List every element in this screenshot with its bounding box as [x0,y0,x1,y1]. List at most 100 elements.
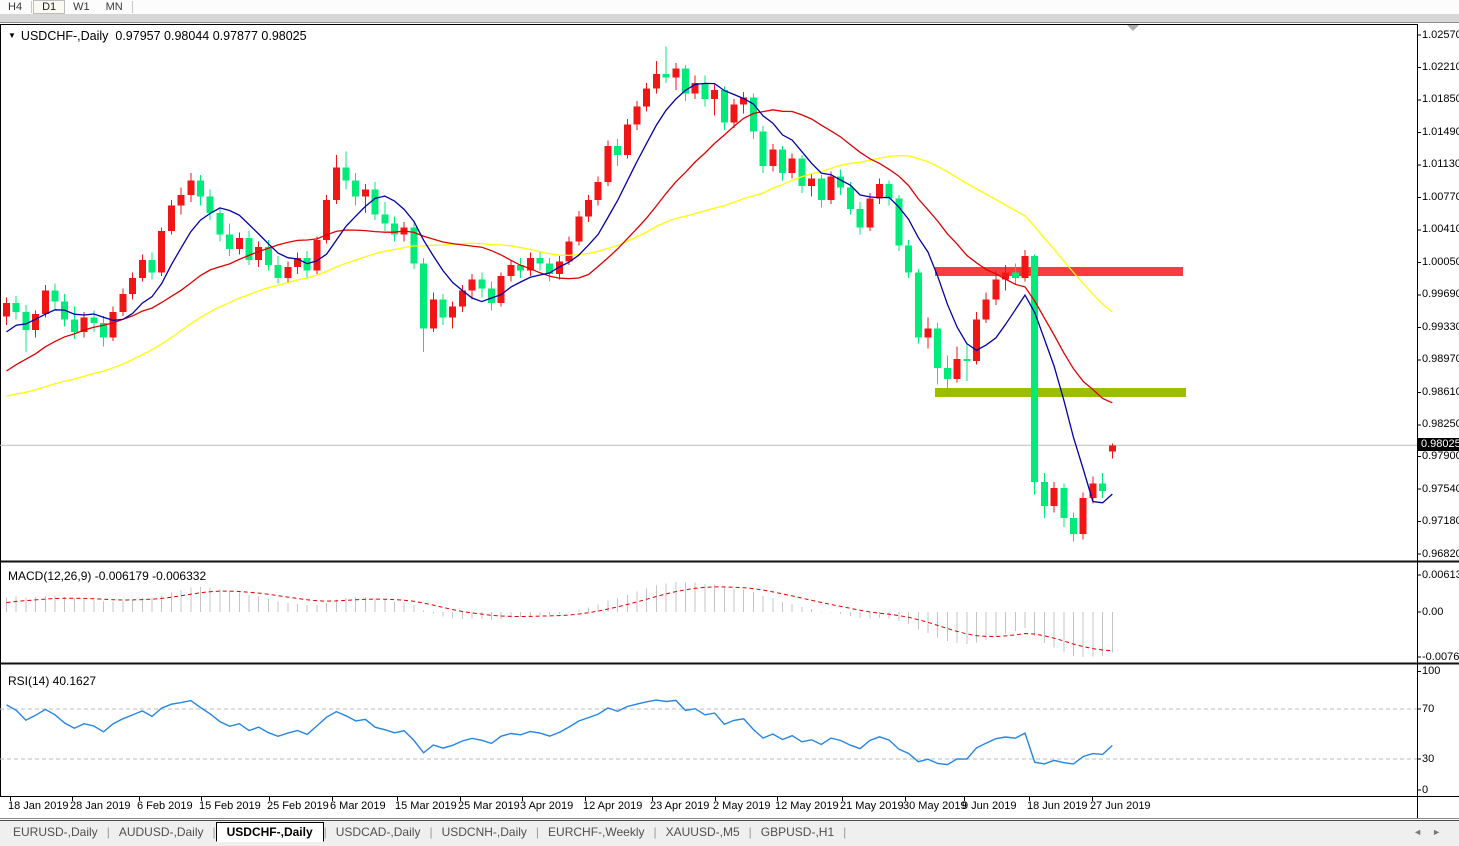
candle [352,180,360,197]
candle [51,290,59,302]
macd-signal-line [6,586,1113,652]
candle [953,359,961,379]
candle [517,265,525,271]
candle [32,313,40,331]
candle [846,187,854,210]
support-band [935,387,1186,397]
candle [691,82,699,94]
price-tick-label: 0.98610 [1422,385,1459,398]
candle [235,238,243,249]
date-tick-label: 6 Feb 2019 [137,800,193,812]
tab-usdcad[interactable]: USDCAD-,Daily [335,825,421,839]
candle [827,176,835,201]
chart-canvas[interactable] [0,23,1459,819]
date-tick-label: 21 May 2019 [840,800,904,812]
candle [12,303,20,313]
candle [1021,256,1029,278]
tab-usdcnh[interactable]: USDCNH-,Daily [441,825,527,839]
tab-divider: | [323,825,327,839]
date-tick-label: 30 May 2019 [903,800,967,812]
tab-divider: | [106,825,110,839]
candle [497,276,505,304]
candle [905,245,913,273]
candle [526,257,534,271]
date-tick-label: 9 Jun 2019 [962,800,1017,812]
candle [361,189,369,197]
candle [798,158,806,186]
candle [1002,272,1010,280]
candle [749,97,757,132]
candle [1040,481,1048,507]
timeframe-button-d1[interactable]: D1 [33,0,66,14]
tab-scroll-left-icon[interactable]: ◄ [1413,827,1433,837]
rsi-tick-label: 70 [1422,702,1435,715]
candle [187,180,195,195]
toolbar-divider [131,1,133,13]
candle [759,131,767,166]
candle [817,178,825,201]
candle [226,234,234,249]
timeframe-button-h4[interactable]: H4 [8,0,23,13]
candle [100,322,107,338]
candle [381,214,389,224]
ma-slow-line [6,154,1113,397]
candle [788,158,796,174]
candle [546,263,554,275]
tab-eurchf[interactable]: EURCHF-,Weekly [548,825,645,839]
macd-tick-label: 0.00613 [1422,568,1459,581]
candle [982,299,990,320]
price-tick-label: 1.00770 [1422,190,1459,203]
price-tick-label: 0.97180 [1422,515,1459,528]
candle [769,149,777,166]
tab-gbpusd[interactable]: GBPUSD-,H1 [760,825,835,839]
candle [1108,445,1116,452]
candle [129,277,137,295]
ma-mid-line [6,109,1113,404]
chart-window[interactable]: ▼ USDCHF-,Daily 0.97957 0.98044 0.97877 0… [0,23,1459,819]
candle [662,73,670,78]
candle [565,241,573,262]
tab-usdchf[interactable]: USDCHF-,Daily [215,822,324,842]
candle [672,68,680,78]
candle [507,265,515,277]
candle [255,247,263,260]
date-tick-label: 12 May 2019 [775,800,839,812]
date-tick-label: 15 Feb 2019 [199,800,261,812]
current-price-label: 0.98025 [1418,438,1459,452]
candle [594,182,602,201]
candle [167,205,175,231]
candle [468,279,476,291]
toolbar-separator [0,14,1459,23]
tab-scroll-right-icon[interactable]: ► [1432,827,1451,837]
timeframe-button-w1[interactable]: W1 [73,0,90,13]
candle [623,124,631,156]
symbol-dropdown-icon[interactable]: ▼ [8,31,16,40]
macd-tick-label: -0.007612 [1422,650,1459,663]
candle [478,279,486,289]
candle [720,90,728,123]
candle [313,239,321,271]
candle [866,198,874,228]
candle [264,247,272,266]
candle [1050,488,1058,507]
candle [391,223,398,235]
candle [876,183,883,199]
candle [604,146,612,183]
candle [924,328,932,338]
tab-xauusd[interactable]: XAUUSD-,M5 [665,825,740,839]
timeframe-button-mn[interactable]: MN [105,0,123,13]
rsi-line [6,699,1113,766]
candle [1031,256,1039,482]
candle [197,180,204,197]
candle [22,312,30,331]
candle [914,272,922,338]
date-tick-label: 25 Mar 2019 [458,800,520,812]
date-tick-label: 2 May 2019 [713,800,771,812]
tab-eurusd[interactable]: EURUSD-,Daily [13,825,98,839]
candle [420,263,428,329]
candle [536,257,544,264]
tab-audusd[interactable]: AUDUSD-,Daily [118,825,204,839]
tab-divider: | [653,825,657,839]
candle [652,73,660,89]
